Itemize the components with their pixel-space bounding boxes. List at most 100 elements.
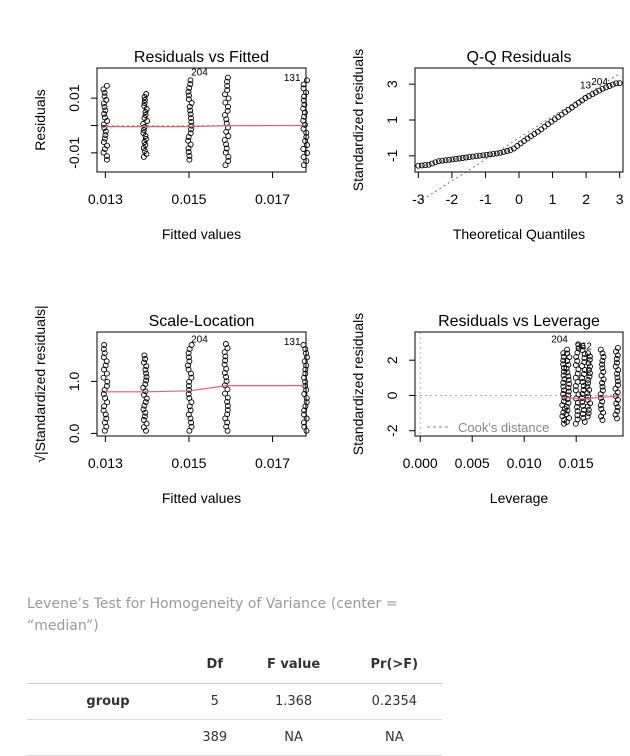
data-point — [142, 112, 149, 118]
data-point — [560, 350, 567, 357]
cell-df: 5 — [189, 683, 241, 720]
data-point — [224, 87, 231, 94]
data-point — [614, 370, 620, 377]
data-points — [559, 341, 622, 427]
data-point — [141, 100, 148, 106]
y-tick-label: -1 — [384, 149, 400, 162]
data-point — [142, 356, 149, 362]
data-point — [585, 406, 592, 413]
data-point — [222, 357, 229, 364]
data-point — [185, 149, 192, 156]
data-point — [142, 409, 149, 416]
data-point — [187, 81, 194, 88]
point-label: 362 — [575, 342, 592, 353]
col-header-p: Pr(>F) — [346, 646, 442, 684]
data-point — [224, 82, 231, 89]
data-point — [223, 374, 230, 380]
point-label: 131 — [284, 337, 301, 348]
x-tick-label: 3 — [616, 191, 624, 207]
data-point — [101, 93, 108, 100]
x-tick-label: 0.000 — [403, 455, 438, 471]
data-point — [563, 403, 570, 410]
data-point — [615, 382, 621, 388]
data-point — [560, 379, 567, 386]
data-point — [140, 127, 147, 133]
data-point — [188, 115, 194, 122]
data-point — [185, 382, 192, 389]
chart-panel-2: Q-Q Residuals Theoretical Quantiles Standa… — [350, 49, 624, 242]
data-point — [545, 121, 551, 128]
data-point — [469, 153, 476, 160]
data-point — [224, 394, 231, 401]
data-point — [143, 377, 150, 384]
data-point — [584, 383, 591, 390]
data-point — [580, 410, 586, 417]
data-point — [224, 78, 230, 85]
data-point — [188, 374, 195, 381]
data-point — [563, 411, 570, 418]
data-point — [599, 365, 606, 372]
levene-table: Df F value Pr(>F) group 5 1.368 0.2354 3… — [27, 646, 442, 756]
data-point — [599, 383, 606, 390]
data-point — [560, 391, 567, 397]
smooth-line — [561, 395, 618, 400]
data-point — [103, 415, 110, 422]
data-point — [614, 404, 621, 411]
data-point — [140, 130, 147, 136]
plot-frame — [414, 331, 624, 437]
data-point — [222, 99, 229, 106]
data-point — [439, 157, 446, 164]
data-point — [497, 149, 504, 156]
data-point — [141, 139, 148, 145]
data-point — [517, 140, 524, 147]
data-point — [599, 85, 606, 92]
data-point — [584, 396, 591, 403]
col-header-f: F value — [240, 646, 347, 684]
data-point — [575, 391, 582, 398]
data-point — [103, 96, 110, 103]
data-point — [574, 370, 581, 377]
data-point — [187, 77, 194, 84]
data-point — [301, 374, 308, 381]
data-point — [581, 418, 588, 425]
data-point — [221, 112, 228, 119]
data-point — [614, 344, 621, 351]
data-point — [102, 107, 109, 114]
data-point — [104, 142, 110, 149]
table-row: group 5 1.368 0.2354 — [27, 683, 442, 720]
data-point — [143, 150, 150, 157]
data-point — [613, 356, 620, 362]
data-point — [222, 341, 229, 347]
data-point — [304, 150, 311, 156]
data-point — [581, 371, 588, 377]
data-point — [225, 158, 232, 164]
data-point — [142, 366, 149, 373]
data-point — [187, 111, 194, 118]
data-point — [580, 387, 587, 393]
data-point — [102, 395, 109, 402]
data-point — [585, 393, 592, 400]
data-point — [425, 161, 432, 168]
data-point — [185, 354, 192, 361]
point-label: 204 — [191, 334, 208, 345]
data-point — [103, 423, 110, 430]
data-point — [466, 154, 473, 161]
y-tick-label: 1 — [384, 116, 400, 124]
data-point — [599, 350, 606, 357]
data-point — [225, 103, 231, 110]
y-axis-label: Residuals — [32, 89, 48, 150]
point-label: 204 — [191, 67, 208, 78]
data-point — [101, 419, 108, 426]
data-point — [101, 103, 108, 110]
data-point — [100, 354, 107, 361]
data-point — [221, 369, 228, 376]
data-point — [449, 156, 456, 163]
data-point — [581, 367, 588, 373]
data-point — [100, 139, 107, 146]
diagnostic-plots: Residuals vs Fitted Fitted values Residual… — [32, 49, 624, 506]
table-row: 389 NA NA — [27, 719, 442, 756]
data-point — [415, 162, 422, 169]
data-point — [185, 88, 192, 95]
x-tick-label: 0 — [515, 191, 523, 207]
data-point — [565, 399, 572, 406]
